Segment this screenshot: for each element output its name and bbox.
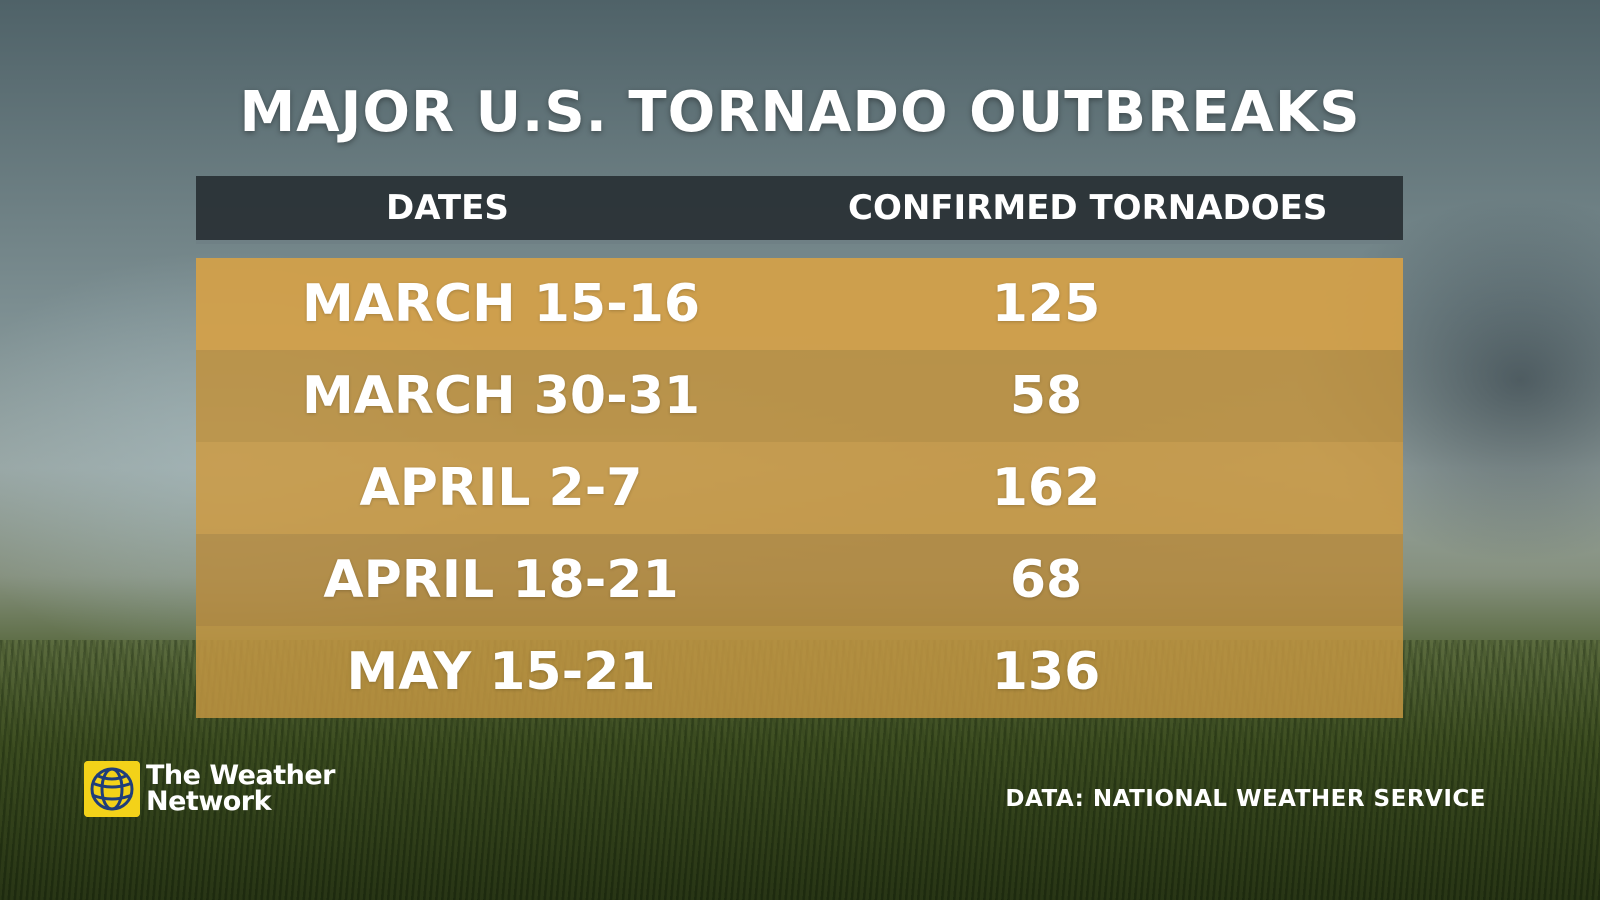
outbreak-table: DATES CONFIRMED TORNADOES MARCH 15-16 125… <box>196 176 1403 718</box>
cell-confirmed-tornadoes: 58 <box>1009 366 1083 426</box>
cell-confirmed-tornadoes: 68 <box>1009 550 1083 610</box>
chart-title: MAJOR U.S. TORNADO OUTBREAKS <box>239 80 1361 145</box>
table-row: MARCH 30-31 58 <box>196 350 1403 442</box>
weather-network-globe-icon <box>84 761 140 817</box>
table-row: APRIL 18-21 68 <box>196 534 1403 626</box>
cell-date: APRIL 2-7 <box>359 458 643 518</box>
table-row: MAY 15-21 136 <box>196 626 1403 718</box>
column-header-dates: DATES <box>386 188 509 228</box>
column-header-confirmed-tornadoes: CONFIRMED TORNADOES <box>848 188 1328 228</box>
table-header: DATES CONFIRMED TORNADOES <box>196 176 1403 244</box>
logo-line-2: Network <box>146 786 272 817</box>
data-source-note: DATA: NATIONAL WEATHER SERVICE <box>1005 786 1486 812</box>
logo-line-1: The Weather <box>146 760 335 791</box>
logo-text: The Weather Network <box>146 760 335 817</box>
cell-date: MARCH 15-16 <box>301 274 701 334</box>
table-row: APRIL 2-7 162 <box>196 442 1403 534</box>
table-body: MARCH 15-16 125 MARCH 30-31 58 APRIL 2-7 162 A… <box>196 258 1403 718</box>
weather-network-logo: The Weather Network <box>84 760 335 818</box>
cell-date: APRIL 18-21 <box>323 550 679 610</box>
cell-confirmed-tornadoes: 162 <box>991 458 1101 518</box>
cell-date: MAY 15-21 <box>346 642 656 702</box>
cell-confirmed-tornadoes: 136 <box>991 642 1101 702</box>
table-row: MARCH 15-16 125 <box>196 258 1403 350</box>
cell-date: MARCH 30-31 <box>301 366 701 426</box>
cell-confirmed-tornadoes: 125 <box>991 274 1101 334</box>
